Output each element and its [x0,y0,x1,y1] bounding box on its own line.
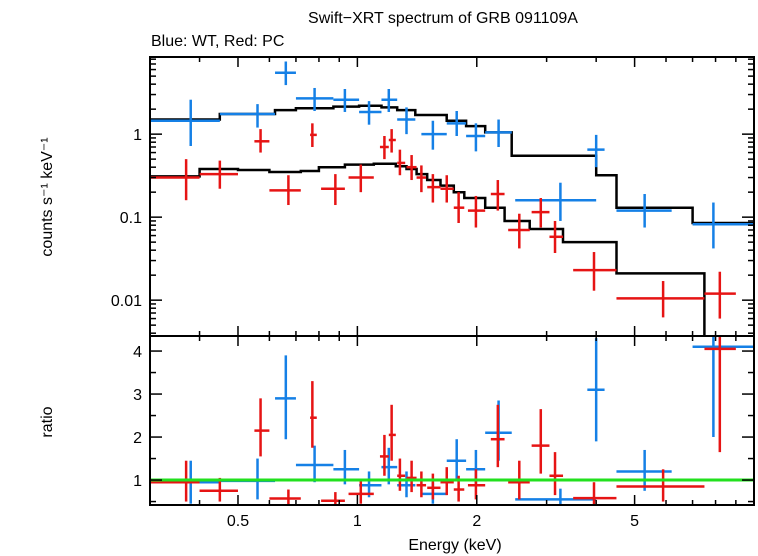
pc-ratio-point [254,398,270,457]
spectrum-plot-area [150,61,754,336]
ratio-y-tick-label: 1 [133,473,142,490]
pc-data-point [427,174,441,203]
x-tick-label: 5 [630,513,639,530]
wt-model-line [150,104,754,225]
wt-data-point [587,134,605,168]
pc-ratio-point [549,452,564,496]
wt-data-point [515,182,597,221]
pc-ratio-point [397,458,406,491]
ratio-y-tick-label: 3 [133,387,142,404]
pc-data-point [321,174,345,206]
pc-ratio-point [573,482,617,505]
pc-data-point [397,149,406,176]
wt-ratio-point [587,338,605,442]
pc-data-point [573,252,617,291]
pc-ratio-point [704,336,736,453]
pc-data-point [704,271,736,319]
wt-data-point [381,88,398,112]
ratio-y-tick-label: 4 [133,344,142,361]
wt-data-point [485,119,512,148]
ratio-plot-area [150,336,754,505]
pc-data-point [531,198,550,228]
pc-data-point [388,129,396,153]
pc-data-point [467,195,486,228]
wt-ratio-point [692,336,754,438]
wt-data-point [446,111,467,136]
pc-ratio-point [310,381,317,448]
pc-ratio-point [388,404,396,461]
wt-ratio-point [295,445,334,483]
pc-ratio-point [321,492,345,505]
x-tick-label: 1 [353,513,362,530]
pc-data-point [508,213,530,249]
wt-data-point [219,104,276,128]
pc-ratio-point [406,460,417,493]
x-tick-label: 0.5 [227,513,249,530]
spectrum-panel: 1 0.1 0.01 [111,56,755,337]
pc-data-point [416,165,427,193]
wt-data-point [692,202,754,249]
pc-ratio-point [531,409,550,474]
pc-ratio-point [416,471,427,498]
pc-ratio-point [427,473,441,500]
pc-ratio-point [269,489,301,505]
ratio-y-tick-label: 2 [133,430,142,447]
wt-data-point [295,87,334,112]
wt-data-point [333,88,360,112]
wt-ratio-point [515,488,597,505]
x-tick-label: 2 [472,513,481,530]
pc-ratio-point [467,469,486,500]
spectrum-y-axis-label: counts s⁻¹ keV⁻¹ [39,137,56,256]
wt-ratio-point [446,439,467,481]
pc-data-point [440,175,454,203]
ratio-panel: 1 2 3 4 0.5 1 2 5 [133,335,755,530]
wt-ratio-point [275,355,296,440]
pc-data-point [616,281,705,318]
chart-title: Swift−XRT spectrum of GRB 091109A [308,10,578,27]
pc-ratio-point [348,480,374,504]
pc-data-point [379,135,389,160]
pc-ratio-point [490,404,505,468]
wt-data-point [616,194,672,228]
pc-data-point [453,192,465,224]
wt-data-point [275,61,296,86]
pc-ratio-point [379,434,389,476]
x-axis-label: Energy (keV) [408,537,501,554]
pc-data-point [199,160,238,189]
pc-data-point [490,180,505,211]
chart-subtitle: Blue: WT, Red: PC [151,33,284,50]
spectrum-y-tick-label: 0.01 [111,293,142,310]
wt-data-point [150,99,220,146]
ratio-y-axis-label: ratio [39,406,56,437]
pc-model-line [150,162,706,336]
wt-data-point [466,123,486,152]
ratio-frame [149,335,755,506]
pc-ratio-point [616,469,705,502]
wt-data-point [359,101,382,125]
pc-data-point [406,155,417,181]
pc-data-point [269,175,301,206]
pc-data-point [254,129,270,153]
wt-data-point [397,107,416,135]
pc-data-point [549,220,564,253]
spectrum-y-tick-label: 1 [133,127,142,144]
pc-data-point [150,159,200,201]
pc-ratio-point [199,477,238,502]
spectrum-y-tick-label: 0.1 [120,210,142,227]
pc-data-point [310,123,317,148]
pc-data-point [348,164,374,193]
wt-data-point [421,120,447,150]
